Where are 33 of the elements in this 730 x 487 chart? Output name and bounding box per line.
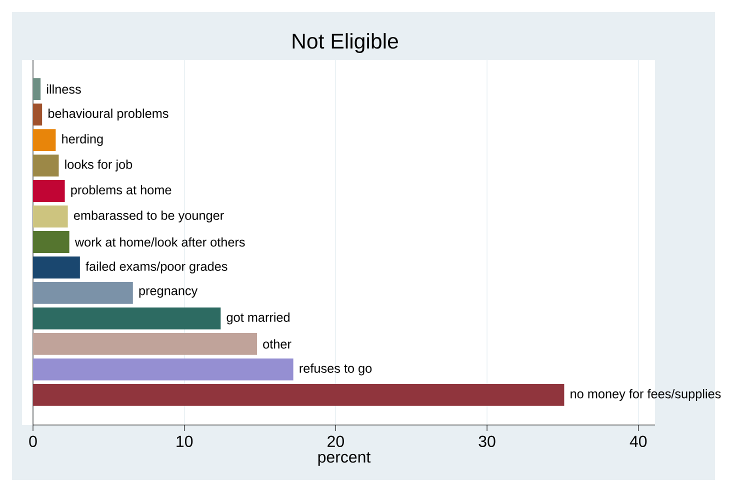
x-tick-label: 0: [29, 436, 37, 448]
y-tick-label: behavioural problems: [48, 108, 168, 120]
bar: [33, 154, 59, 176]
bar: [33, 231, 70, 253]
y-tick-label: refuses to go: [300, 364, 372, 376]
bar: [33, 104, 42, 126]
x-tick-label: 30: [478, 436, 496, 448]
y-tick-label: work at home/look after others: [74, 237, 245, 247]
y-tick-label: pregnancy: [139, 288, 198, 298]
y-tick-label: no money for fees/supplies: [570, 389, 721, 401]
y-tick-label: illness: [47, 84, 81, 94]
y-tick-label: other: [263, 339, 292, 349]
bar: [33, 206, 68, 228]
y-tick-label: got married: [226, 312, 290, 324]
bar: [33, 358, 294, 380]
bar: [33, 308, 221, 330]
bar: [33, 384, 564, 406]
bar: [33, 256, 80, 278]
bar: [33, 282, 133, 304]
y-tick-label: embarassed to be younger: [74, 210, 224, 222]
y-tick-label: looks for job: [65, 160, 132, 172]
y-tick-label: herding: [62, 134, 103, 146]
chart-title: Not Eligible: [292, 33, 398, 53]
x-axis-title: percent: [318, 452, 371, 466]
y-tick-label: problems at home: [71, 185, 172, 197]
y-tick-label: failed exams/poor grades: [86, 262, 228, 274]
bar: [33, 180, 65, 202]
bar: [33, 129, 56, 151]
x-tick-label: 10: [176, 436, 193, 448]
x-tick-label: 40: [630, 436, 647, 448]
bar: [33, 332, 257, 355]
bar: [33, 78, 41, 100]
x-tick-label: 20: [328, 436, 344, 448]
